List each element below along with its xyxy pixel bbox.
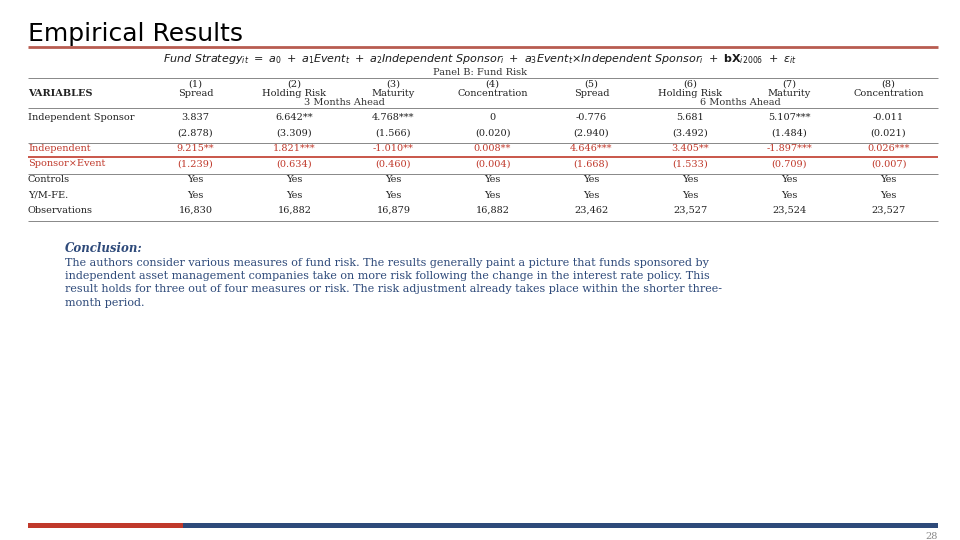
Text: 4.646***: 4.646*** [570,144,612,153]
Text: 16,879: 16,879 [376,206,411,215]
Text: Independent Sponsor: Independent Sponsor [28,113,134,122]
Text: (7): (7) [782,80,797,89]
Text: 23,524: 23,524 [773,206,806,215]
Text: Concentration: Concentration [457,89,528,98]
Text: Yes: Yes [385,191,401,199]
Text: Yes: Yes [187,175,204,184]
Text: 3.837: 3.837 [181,113,209,122]
Text: Yes: Yes [584,175,600,184]
Text: 16,830: 16,830 [179,206,212,215]
Text: 9.215**: 9.215** [177,144,214,153]
Text: Yes: Yes [683,175,699,184]
Text: 28: 28 [925,532,938,540]
Text: 5.681: 5.681 [677,113,705,122]
Text: Yes: Yes [385,175,401,184]
Text: Spread: Spread [178,89,213,98]
Text: (3.309): (3.309) [276,129,312,138]
Text: Yes: Yes [286,175,302,184]
Text: Observations: Observations [28,206,93,215]
Text: (1.484): (1.484) [772,129,807,138]
Text: Sponsor×Event: Sponsor×Event [28,159,106,168]
Text: Y/M-FE.: Y/M-FE. [28,191,68,199]
Text: Panel B: Fund Risk: Panel B: Fund Risk [433,68,527,77]
Text: result holds for three out of four measures or risk. The risk adjustment already: result holds for three out of four measu… [65,285,722,294]
Text: Yes: Yes [880,175,897,184]
Text: (2.878): (2.878) [178,129,213,138]
Text: Yes: Yes [781,175,798,184]
Bar [28,523,183,528]
Text: Yes: Yes [683,191,699,199]
Text: Maturity: Maturity [768,89,811,98]
Text: The authors consider various measures of fund risk. The results generally paint : The authors consider various measures of… [65,258,708,267]
Text: 3.405**: 3.405** [672,144,709,153]
Text: (0.460): (0.460) [375,159,411,168]
Text: -0.011: -0.011 [873,113,904,122]
Text: (2): (2) [287,80,301,89]
Text: Yes: Yes [484,175,501,184]
Text: (0.007): (0.007) [871,159,906,168]
Text: (2.940): (2.940) [574,129,610,138]
Text: (1.566): (1.566) [375,129,411,138]
Text: $Fund\ Strategy_{it}\ =\ a_0\ +\ a_1 Event_t\ +\ a_2 Independent\ Sponsor_i\ +\ : $Fund\ Strategy_{it}\ =\ a_0\ +\ a_1 Eve… [163,52,797,66]
Text: Holding Risk: Holding Risk [659,89,723,98]
Text: 6 Months Ahead: 6 Months Ahead [700,98,780,107]
Text: 23,527: 23,527 [673,206,708,215]
Text: 0.026***: 0.026*** [867,144,910,153]
Bar [183,523,938,528]
Text: independent asset management companies take on more risk following the change in: independent asset management companies t… [65,271,709,281]
Text: (0.021): (0.021) [871,129,906,138]
Text: 4.768***: 4.768*** [372,113,415,122]
Text: (0.634): (0.634) [276,159,312,168]
Text: Yes: Yes [584,191,600,199]
Text: (0.004): (0.004) [475,159,511,168]
Text: 6.642**: 6.642** [276,113,313,122]
Text: Yes: Yes [880,191,897,199]
Text: Independent: Independent [28,144,90,153]
Text: 3 Months Ahead: 3 Months Ahead [303,98,384,107]
Text: Empirical Results: Empirical Results [28,22,243,46]
Text: Spread: Spread [574,89,610,98]
Text: (0.020): (0.020) [475,129,511,138]
Text: (1.533): (1.533) [673,159,708,168]
Text: (5): (5) [585,80,598,89]
Text: 23,527: 23,527 [872,206,905,215]
Text: (8): (8) [881,80,896,89]
Text: (3.492): (3.492) [673,129,708,138]
Text: 23,462: 23,462 [574,206,609,215]
Text: Yes: Yes [286,191,302,199]
Text: -1.897***: -1.897*** [767,144,812,153]
Text: (4): (4) [486,80,499,89]
Text: Conclusion:: Conclusion: [65,242,143,255]
Text: 16,882: 16,882 [277,206,311,215]
Text: 0.008**: 0.008** [474,144,511,153]
Text: Concentration: Concentration [853,89,924,98]
Text: 1.821***: 1.821*** [274,144,316,153]
Text: Yes: Yes [781,191,798,199]
Text: (1.668): (1.668) [574,159,610,168]
Text: Maturity: Maturity [372,89,415,98]
Text: 0: 0 [490,113,495,122]
Text: 5.107***: 5.107*** [768,113,811,122]
Text: (1.239): (1.239) [178,159,213,168]
Text: Holding Risk: Holding Risk [262,89,326,98]
Text: (0.709): (0.709) [772,159,807,168]
Text: month period.: month period. [65,298,145,308]
Text: (6): (6) [684,80,697,89]
Text: (3): (3) [387,80,400,89]
Text: Controls: Controls [28,175,70,184]
Text: VARIABLES: VARIABLES [28,89,92,98]
Text: -1.010**: -1.010** [373,144,414,153]
Text: 16,882: 16,882 [475,206,510,215]
Text: Yes: Yes [187,191,204,199]
Text: -0.776: -0.776 [576,113,607,122]
Text: (1): (1) [188,80,203,89]
Text: Yes: Yes [484,191,501,199]
